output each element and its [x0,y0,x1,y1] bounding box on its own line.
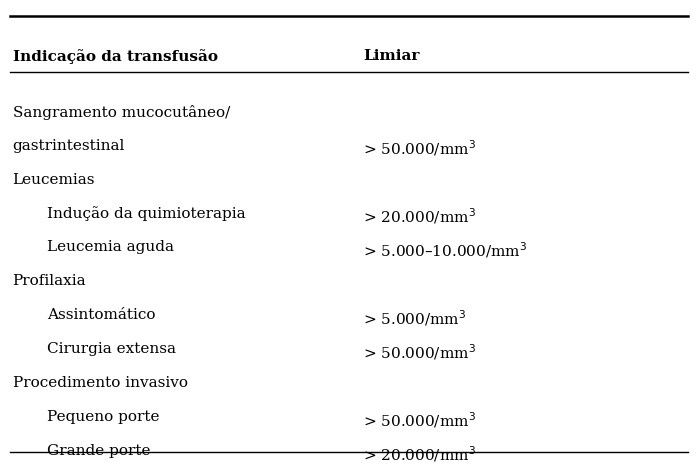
Text: Leucemias: Leucemias [13,173,95,186]
Text: Profilaxia: Profilaxia [13,274,86,288]
Text: Pequeno porte: Pequeno porte [47,410,160,424]
Text: > 5.000–10.000/mm$^3$: > 5.000–10.000/mm$^3$ [363,240,527,260]
Text: Procedimento invasivo: Procedimento invasivo [13,376,188,390]
Text: Grande porte: Grande porte [47,444,151,458]
Text: Cirurgia extensa: Cirurgia extensa [47,342,177,356]
Text: > 5.000/mm$^3$: > 5.000/mm$^3$ [363,308,466,328]
Text: Indicação da transfusão: Indicação da transfusão [13,49,218,64]
Text: Leucemia aguda: Leucemia aguda [47,240,174,254]
Text: > 20.000/mm$^3$: > 20.000/mm$^3$ [363,206,476,226]
Text: > 50.000/mm$^3$: > 50.000/mm$^3$ [363,342,476,362]
Text: > 50.000/mm$^3$: > 50.000/mm$^3$ [363,410,476,430]
Text: Assintomático: Assintomático [47,308,156,322]
Text: Sangramento mucocutâneo/: Sangramento mucocutâneo/ [13,105,230,120]
Text: > 20.000/mm$^3$: > 20.000/mm$^3$ [363,444,476,464]
Text: Limiar: Limiar [363,49,419,63]
Text: gastrintestinal: gastrintestinal [13,139,125,153]
Text: > 50.000/mm$^3$: > 50.000/mm$^3$ [363,139,476,158]
Text: Indução da quimioterapia: Indução da quimioterapia [47,206,246,221]
